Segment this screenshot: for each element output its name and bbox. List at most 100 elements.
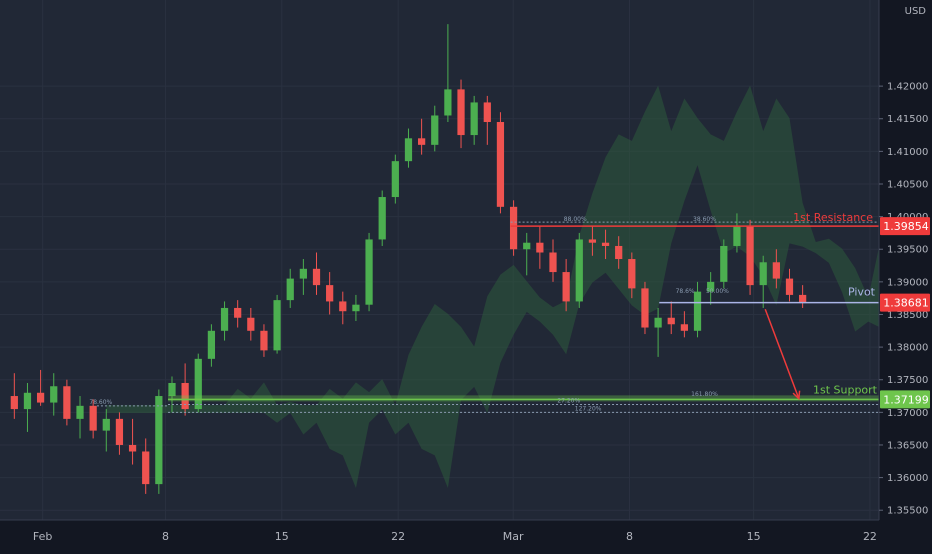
candle-body (496, 122, 505, 207)
candle-body (799, 294, 807, 303)
fib-label: 50.00% (706, 288, 729, 295)
candle-body (759, 262, 767, 286)
candle-body (654, 317, 662, 328)
candle-body (128, 444, 137, 452)
resistance-badge (880, 217, 930, 236)
y-tick-label: 1.41500 (887, 114, 928, 125)
candle (799, 285, 807, 308)
candle-body (89, 405, 97, 431)
candle-body (339, 301, 347, 312)
candle (76, 396, 84, 439)
candle (365, 232, 373, 312)
candle-body (181, 382, 189, 410)
candle-body (102, 418, 110, 431)
candle (549, 239, 557, 282)
y-tick-label: 1.35500 (887, 506, 928, 517)
candle (680, 311, 688, 338)
x-tick-label: 22 (391, 530, 405, 543)
candle (431, 105, 439, 152)
candle (312, 252, 321, 295)
candle-body (746, 226, 754, 286)
candle-body (155, 396, 163, 485)
candle (759, 255, 767, 308)
candle (628, 252, 636, 299)
candle (326, 272, 334, 315)
candle (418, 118, 426, 155)
y-tick-label: 1.40500 (887, 179, 928, 190)
ichimoku-cloud (106, 85, 895, 489)
candle (89, 399, 97, 439)
candle-body (549, 252, 557, 273)
candle (194, 353, 202, 413)
fib-label: 78.60% (89, 399, 112, 406)
x-tick-label: 15 (747, 530, 761, 543)
candle (168, 376, 176, 413)
candle-body (483, 102, 491, 123)
candle-body (615, 245, 623, 260)
candle-body (194, 358, 202, 410)
y-tick-label: 1.39000 (887, 277, 928, 288)
candle (36, 369, 45, 406)
candle-body (785, 278, 794, 295)
candle (693, 281, 702, 338)
y-tick-label: 1.42000 (887, 82, 928, 93)
y-tick-label: 1.41000 (887, 147, 928, 158)
candle-body (667, 317, 675, 325)
candle-body (418, 138, 426, 145)
candle-body (260, 330, 268, 351)
candle-body (115, 418, 124, 445)
projection-arrowhead (792, 390, 801, 401)
candle (142, 438, 150, 494)
candle-body (326, 285, 334, 302)
candle-body (444, 89, 452, 116)
candle (102, 409, 110, 452)
candle-body (10, 396, 18, 410)
candle-body (142, 451, 150, 485)
candle (733, 213, 741, 253)
y-tick-label: 1.37500 (887, 375, 928, 386)
candle-body (50, 386, 58, 403)
candle (483, 95, 491, 145)
x-tick-label: Feb (33, 530, 52, 543)
candle-body (707, 281, 715, 292)
candle-body (641, 288, 649, 328)
candle (50, 373, 58, 416)
candle (536, 226, 544, 269)
candle-body (772, 262, 780, 279)
candle (667, 301, 675, 335)
pivot-badge-text: 1.38681 (883, 297, 929, 310)
fib-label: 78.6% (676, 288, 695, 295)
candle (654, 307, 662, 357)
candle (128, 418, 137, 465)
candle-body (680, 324, 688, 331)
candle (444, 24, 452, 123)
candle (509, 200, 518, 256)
candle-body (36, 392, 45, 403)
candle-body (352, 304, 360, 312)
pivot-label: Pivot (848, 286, 876, 299)
candle (720, 239, 728, 289)
candle (299, 259, 307, 295)
candle-body (470, 102, 478, 136)
y-tick-label: 1.38000 (887, 343, 928, 354)
fib-label: 38.60% (693, 216, 716, 223)
candle-body (457, 89, 465, 136)
candle (273, 294, 281, 354)
candle (562, 259, 570, 312)
candle (470, 95, 478, 145)
x-tick-label: 22 (863, 530, 877, 543)
pivot-badge (880, 293, 930, 312)
fib-label: 127.20% (575, 405, 602, 412)
candle-body (575, 239, 583, 302)
candle (234, 300, 242, 328)
y-tick-label: 1.36500 (887, 440, 928, 451)
fib-label: 88.00% (564, 216, 587, 223)
candle-body (365, 239, 373, 305)
candle-body (168, 382, 176, 397)
candle (339, 291, 347, 325)
y-tick-label: 1.39500 (887, 245, 928, 256)
candle (523, 232, 531, 276)
candle (260, 324, 268, 357)
